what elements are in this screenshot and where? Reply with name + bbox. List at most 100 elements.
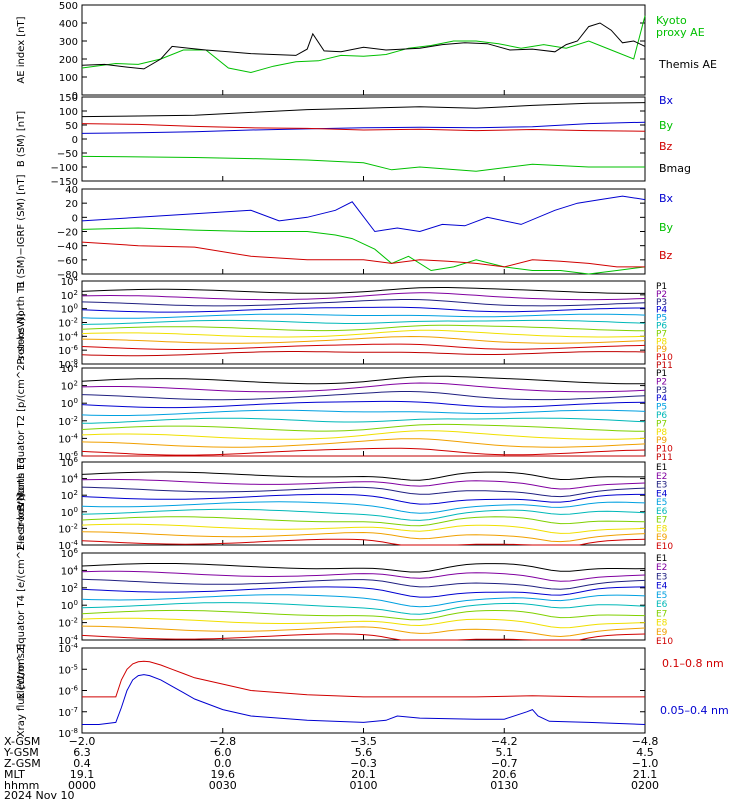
legend-p5: P5 <box>656 314 667 324</box>
series-line-bmag <box>81 102 646 118</box>
legend-p10: P10 <box>656 445 673 455</box>
legend-themis-ae: Themis AE <box>658 58 717 71</box>
y-tick-label: 40 <box>65 185 78 196</box>
legend-xray-short: 0.05–0.4 nm <box>660 704 729 717</box>
y-tick-label: 10-2 <box>58 522 78 535</box>
channel-line-p10 <box>81 343 646 350</box>
legend-p11: P11 <box>656 361 673 371</box>
footer-row-label: MLT <box>4 768 25 781</box>
y-tick-label: 102 <box>61 289 78 302</box>
channel-line-p6 <box>81 319 646 325</box>
legend-e2: E2 <box>656 563 667 573</box>
y-tick-label: −80 <box>57 270 78 281</box>
footer-value-x: −2.8 <box>209 735 236 748</box>
legend-e1: E1 <box>656 463 667 473</box>
y-tick-label: 200 <box>59 55 78 66</box>
legend-p6: P6 <box>656 322 667 332</box>
legend-p1: P1 <box>656 282 667 292</box>
footer-value-y: 5.6 <box>355 746 373 759</box>
panel-2: B (SM) [nT] <box>16 96 646 182</box>
y-tick-label: 102 <box>61 380 78 393</box>
y-tick-label: 104 <box>61 473 79 486</box>
footer-value-hhmm: 0000 <box>68 779 96 792</box>
y-tick-label: 10-2 <box>58 617 78 630</box>
legend-e3: E3 <box>656 481 667 491</box>
channel-line-e4 <box>81 586 646 598</box>
channel-line-e6 <box>81 602 646 615</box>
footer-value-x: −2.0 <box>69 735 96 748</box>
series-line-themis-ae <box>81 22 646 70</box>
panel-3: B (SM)−IGRF (SM) [nT] <box>16 174 646 288</box>
footer-value-x: −4.8 <box>632 735 659 748</box>
y-tick-label: 106 <box>61 456 79 469</box>
footer-value-x: −3.5 <box>350 735 377 748</box>
channel-line-p2 <box>81 292 646 301</box>
footer-value-z: −1.0 <box>632 757 659 770</box>
y-tick-label: 20 <box>65 199 78 210</box>
legend-e1: E1 <box>656 554 667 564</box>
series-line-by <box>81 227 646 275</box>
y-tick-label: 102 <box>61 489 78 502</box>
legend-e3: E3 <box>656 572 667 582</box>
channel-line-p11 <box>81 351 646 357</box>
footer-value-y: 4.5 <box>636 746 654 759</box>
channel-line-p9 <box>81 335 646 344</box>
y-tick-label: 100 <box>61 303 78 316</box>
channel-line-p7 <box>81 324 646 332</box>
channel-line-e3 <box>81 578 646 590</box>
y-tick-label: 10-4 <box>58 642 78 655</box>
footer-value-hhmm: 0030 <box>209 779 237 792</box>
legend-by: By <box>659 221 674 234</box>
y-axis-label: B (SM) [nT] <box>16 111 27 167</box>
legend-by: By <box>659 119 674 132</box>
channel-line-e8 <box>81 617 646 629</box>
channel-line-p2 <box>81 382 646 393</box>
y-tick-label: 10-6 <box>58 450 78 463</box>
y-tick-label: 500 <box>59 1 78 12</box>
channel-line-e8 <box>81 523 646 534</box>
channel-line-p4 <box>81 306 645 313</box>
panel-frame <box>81 96 646 182</box>
channel-line-p6 <box>81 417 646 424</box>
channel-line-e5 <box>81 594 646 608</box>
legend-e2: E2 <box>656 472 667 482</box>
y-tick-label: −150 <box>51 177 78 188</box>
channel-line-e6 <box>81 508 646 521</box>
legend-p9: P9 <box>656 345 667 355</box>
y-tick-label: 10-2 <box>58 317 78 330</box>
y-axis-label: B (SM)−IGRF (SM) [nT] <box>16 174 27 288</box>
footer-value-z: 0.4 <box>73 757 91 770</box>
channel-line-p3 <box>81 299 646 307</box>
legend-p8: P8 <box>656 337 667 347</box>
legend-p10: P10 <box>656 353 673 363</box>
legend-e8: E8 <box>656 619 668 629</box>
legend-p7: P7 <box>656 419 667 429</box>
channel-line-e5 <box>81 501 646 514</box>
channel-line-e3 <box>81 486 646 498</box>
panel-frame <box>81 4 646 96</box>
legend-p7: P7 <box>656 329 667 339</box>
legend-p6: P6 <box>656 411 667 421</box>
legend-p4: P4 <box>656 394 667 404</box>
footer-value-x: −4.2 <box>491 735 518 748</box>
y-tick-label: 102 <box>61 582 78 595</box>
footer-value-y: 6.0 <box>214 746 232 759</box>
legend-xray-long: 0.1–0.8 nm <box>662 657 724 670</box>
y-axis-label: Electrons North T3 <box>16 457 27 550</box>
y-tick-label: 10-6 <box>58 685 78 698</box>
series-line-0-1-0-8-nm <box>82 660 645 698</box>
y-tick-label: 104 <box>61 564 79 577</box>
y-tick-label: 10-5 <box>58 663 78 676</box>
y-tick-label: 0 <box>72 91 78 102</box>
legend-e9: E9 <box>656 628 668 638</box>
y-tick-label: 0 <box>72 135 78 146</box>
channel-line-e1 <box>81 563 646 573</box>
footer-value-z: 0.0 <box>214 757 232 770</box>
channel-line-e7 <box>81 609 646 621</box>
channel-line-e1 <box>81 471 645 481</box>
legend-p11: P11 <box>656 453 673 463</box>
